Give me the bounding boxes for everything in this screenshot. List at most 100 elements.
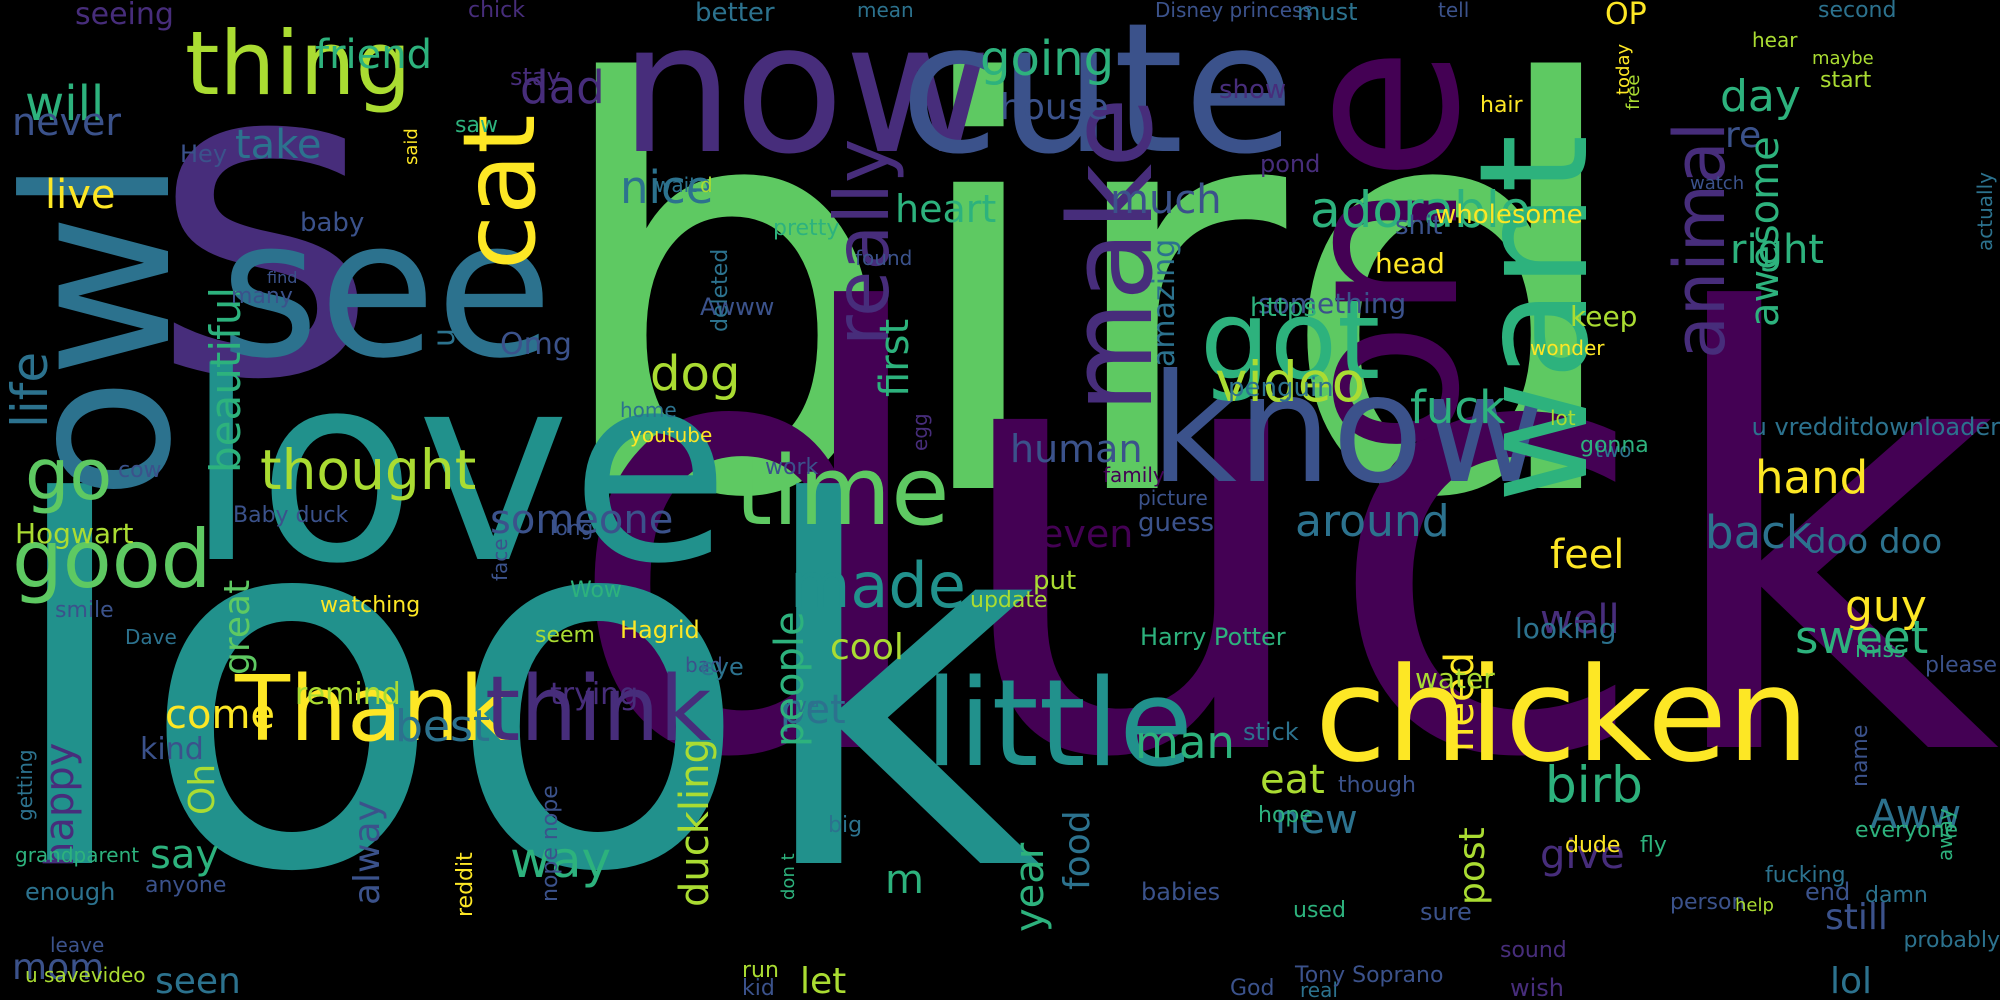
cloud-word: update — [970, 588, 1048, 613]
cloud-word: good — [12, 513, 212, 606]
cloud-word: free — [1623, 74, 1644, 111]
cloud-word: find — [267, 268, 298, 287]
cloud-word: Awww — [700, 293, 775, 321]
cloud-word: sound — [1500, 938, 1567, 963]
cloud-word: fuck — [1410, 381, 1506, 434]
cloud-word: youtube — [630, 423, 713, 447]
cloud-word: still — [1825, 897, 1888, 938]
cloud-word: man — [1135, 716, 1235, 769]
cloud-word: mean — [857, 0, 914, 22]
cloud-word: got — [1200, 276, 1381, 404]
cloud-word: human — [1010, 427, 1143, 471]
cloud-word: used — [1293, 898, 1346, 923]
cloud-word: start — [1820, 68, 1872, 93]
cloud-word: family — [1103, 463, 1165, 487]
cloud-word: fly — [1640, 833, 1667, 858]
cloud-word: smile — [55, 598, 114, 623]
cloud-word: bad — [685, 653, 723, 677]
cloud-word: back — [1705, 506, 1812, 559]
cloud-word: way — [510, 831, 612, 889]
cloud-word: time — [735, 437, 950, 547]
cloud-word: don t — [778, 853, 799, 900]
cloud-word: u vredditdownloader — [1751, 413, 2000, 441]
cloud-word: long — [550, 516, 594, 540]
cloud-word: second — [1818, 0, 1897, 23]
cloud-word: know — [1150, 343, 1547, 517]
cloud-word: best — [395, 701, 491, 752]
cloud-word: d — [700, 173, 713, 197]
cloud-word: hair — [1480, 93, 1523, 118]
cloud-word: run — [742, 958, 779, 983]
cloud-word: going — [980, 31, 1115, 87]
cloud-word: guy — [1845, 581, 1927, 632]
cloud-word: day — [1720, 71, 1801, 122]
cloud-word: everyone — [1855, 818, 1959, 843]
cloud-word: let — [800, 961, 847, 1000]
cloud-word: Dave — [125, 625, 177, 649]
cloud-word: hand — [1755, 451, 1869, 504]
cloud-word: friend — [315, 32, 432, 78]
cloud-word: maybe — [1812, 48, 1874, 69]
cloud-word: duckling — [672, 738, 718, 907]
cloud-word: give — [1540, 832, 1625, 878]
cloud-word: hear — [1752, 28, 1798, 52]
cloud-word: u savevideo — [25, 963, 146, 987]
cloud-word: seeing — [75, 0, 174, 32]
cloud-word: awesome — [1742, 136, 1788, 327]
cloud-word: show — [1219, 75, 1287, 105]
cloud-word: dad — [520, 61, 605, 114]
cloud-word: chick — [468, 0, 525, 23]
cloud-word: stay — [510, 63, 561, 91]
cloud-word: bird — [545, 0, 1632, 621]
cloud-word: reddit — [453, 852, 478, 917]
cloud-word: Disney princess — [1155, 0, 1313, 22]
cloud-word: seem — [535, 623, 595, 648]
cloud-word: head — [1375, 247, 1445, 280]
cloud-word: alway — [347, 800, 388, 905]
cloud-word: post — [1452, 827, 1493, 905]
cloud-word: look — [0, 399, 1041, 981]
cloud-word: kid — [742, 976, 775, 1000]
cloud-word: deleted — [708, 248, 733, 332]
cloud-word: year — [1007, 842, 1053, 932]
cloud-word: duck — [561, 190, 2000, 889]
cloud-word: Hey — [180, 140, 228, 168]
cloud-word: food — [1057, 810, 1098, 890]
cloud-word: adorable — [1310, 181, 1531, 239]
cloud-word: saw — [455, 113, 498, 138]
cloud-word: help — [1735, 895, 1774, 916]
cloud-word: will — [25, 76, 105, 132]
cloud-word: said — [401, 128, 422, 165]
cloud-word: video — [1215, 350, 1366, 414]
cloud-word: Baby duck — [233, 503, 349, 528]
cloud-word: well — [1540, 597, 1620, 643]
cloud-word: mom — [12, 947, 105, 988]
cloud-word: cool — [830, 627, 904, 668]
cloud-word: picture — [1138, 486, 1208, 510]
cloud-word: go — [25, 434, 113, 516]
cloud-word: fucking — [1765, 863, 1846, 888]
cloud-word: Wow — [570, 578, 622, 603]
cloud-word: face — [488, 538, 512, 581]
cloud-word: Omg — [500, 327, 572, 362]
cloud-word: actually — [1973, 172, 1997, 251]
cloud-word: take — [235, 122, 322, 168]
cloud-word: great — [217, 579, 258, 675]
cloud-word: lol — [1830, 961, 1873, 1000]
cloud-word: cute — [900, 0, 1295, 194]
cloud-word: please — [1925, 653, 1998, 678]
cloud-word: really — [818, 138, 906, 346]
cloud-word: dog — [650, 346, 741, 402]
cloud-word: animal — [1659, 121, 1741, 359]
cloud-word: wholesome — [1435, 200, 1583, 230]
cloud-word: birb — [1545, 756, 1643, 814]
cloud-word: lot — [1550, 406, 1576, 430]
cloud-word: s — [150, 0, 380, 476]
cloud-word: OP — [1605, 0, 1647, 32]
cloud-word: hope — [1258, 803, 1313, 828]
cloud-word: God — [1230, 976, 1275, 1000]
cloud-word: someone — [490, 497, 674, 543]
cloud-word: nope nope — [538, 785, 563, 902]
cloud-word: person — [1670, 890, 1746, 915]
